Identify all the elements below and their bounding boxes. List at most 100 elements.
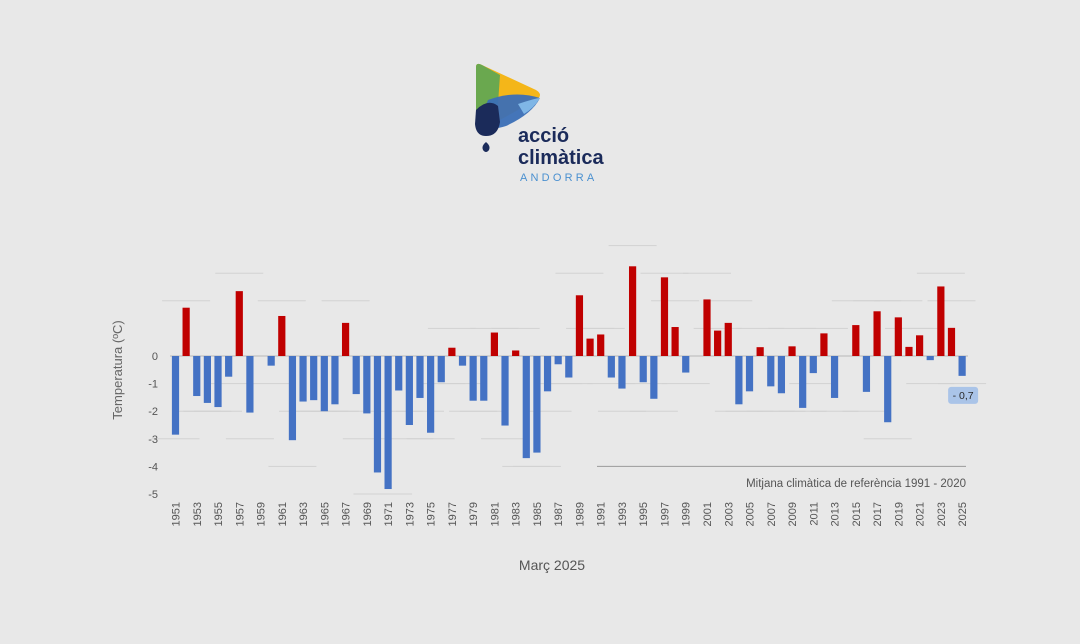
bar-1958 xyxy=(246,356,254,413)
bar-1987 xyxy=(554,356,562,365)
bar-2012 xyxy=(820,333,828,356)
bar-2017 xyxy=(873,311,881,356)
bar-1951 xyxy=(171,356,180,435)
bar-1953 xyxy=(193,356,201,397)
bar-1966 xyxy=(331,356,339,405)
y-tick-label: -5 xyxy=(148,489,158,501)
bar-1998 xyxy=(671,327,679,356)
x-tick-label: 1967 xyxy=(341,502,353,526)
x-tick-label: 1995 xyxy=(638,502,650,526)
x-tick-label: 2021 xyxy=(915,502,927,526)
bar-1971 xyxy=(384,356,392,490)
bar-1991 xyxy=(597,334,605,356)
x-tick-label: 2025 xyxy=(957,502,969,526)
bar-1976 xyxy=(437,356,445,383)
y-axis-title: Temperatura (ºC) xyxy=(110,320,125,419)
x-tick-label: 1997 xyxy=(659,502,671,526)
x-tick-label: 2009 xyxy=(787,502,799,526)
bar-2004 xyxy=(735,356,743,405)
x-tick-label: 1979 xyxy=(468,502,480,526)
logo-mark xyxy=(475,63,540,152)
bar-1981 xyxy=(490,332,498,356)
x-tick-label: 2001 xyxy=(702,502,714,526)
x-tick-label: 2007 xyxy=(766,502,778,526)
x-tick-label: 2015 xyxy=(851,502,863,526)
bar-1960 xyxy=(267,356,275,366)
reference-label: Mitjana climàtica de referència 1991 - 2… xyxy=(746,478,966,490)
bar-1964 xyxy=(310,356,318,401)
bar-1955 xyxy=(214,356,222,408)
bar-1994 xyxy=(628,266,637,356)
logo-word-climatica: climàtica xyxy=(518,147,604,169)
bar-1968 xyxy=(352,356,360,395)
highlight-callout: - 0,7 xyxy=(948,386,979,404)
bar-1980 xyxy=(480,356,488,401)
bar-1975 xyxy=(427,356,435,433)
bar-1957 xyxy=(235,291,243,356)
bar-1978 xyxy=(458,356,467,366)
bar-2005 xyxy=(745,356,754,392)
highlight-value-label: - 0,7 xyxy=(953,390,974,402)
bar-1952 xyxy=(182,307,190,356)
bar-1983 xyxy=(512,350,520,356)
bar-1965 xyxy=(320,356,328,412)
bar-1982 xyxy=(501,356,509,426)
x-tick-label: 1953 xyxy=(192,502,204,526)
bar-1979 xyxy=(469,356,477,401)
bar-2021 xyxy=(916,335,924,356)
x-tick-label: 1963 xyxy=(298,502,310,526)
x-tick-label: 1991 xyxy=(596,502,608,526)
bar-2013 xyxy=(830,356,839,398)
x-tick-label: 1985 xyxy=(532,502,544,526)
x-tick-label: 1987 xyxy=(553,502,565,526)
bar-1992 xyxy=(607,356,615,378)
bar-2018 xyxy=(884,356,892,423)
x-tick-label: 1975 xyxy=(426,502,438,526)
bar-2022 xyxy=(926,356,934,361)
bar-2007 xyxy=(767,356,775,387)
bar-1956 xyxy=(225,356,233,377)
bar-1989 xyxy=(575,295,584,356)
bar-2015 xyxy=(852,325,860,356)
bar-1995 xyxy=(639,356,647,383)
bar-2023 xyxy=(937,286,945,356)
gridlines xyxy=(151,245,987,495)
x-tick-label: 2005 xyxy=(745,502,757,526)
bar-2011 xyxy=(809,356,817,374)
x-tick-label: 1965 xyxy=(319,502,331,526)
bar-1993 xyxy=(618,356,626,389)
bar-2008 xyxy=(777,356,786,394)
x-tick-label: 1959 xyxy=(256,502,268,526)
x-axis-ticks: 1951 1953 1955 1957 1959 1961 1963 1965 1967 1969… xyxy=(171,502,970,526)
bar-1969 xyxy=(363,356,371,414)
y-tick-label: -2 xyxy=(148,406,158,418)
bar-1954 xyxy=(203,356,211,403)
chart-subtitle: Març 2025 xyxy=(519,557,585,573)
x-tick-label: 2011 xyxy=(808,502,820,526)
x-tick-label: 2017 xyxy=(872,502,884,526)
x-tick-label: 1957 xyxy=(234,502,246,526)
logo-word-accio: acció xyxy=(518,125,569,147)
highlight-callout-bg xyxy=(948,386,979,404)
x-tick-label: 1961 xyxy=(277,502,289,526)
bar-1972 xyxy=(395,356,403,391)
x-tick-label: 1969 xyxy=(362,502,374,526)
y-tick-label: 0 xyxy=(152,351,158,363)
bar-1990 xyxy=(586,338,594,356)
y-tick-label: -3 xyxy=(148,434,158,446)
bar-2002 xyxy=(714,330,722,356)
bar-1961 xyxy=(278,315,286,356)
x-tick-label: 1955 xyxy=(213,502,225,526)
bar-2019 xyxy=(894,317,902,356)
x-tick-label: 2023 xyxy=(936,502,948,526)
bars xyxy=(171,266,966,490)
y-tick-label: -1 xyxy=(148,379,158,391)
x-tick-label: 1971 xyxy=(383,502,395,526)
bar-2006 xyxy=(756,347,764,356)
x-tick-label: 1993 xyxy=(617,502,629,526)
bar-1996 xyxy=(650,356,658,399)
bar-2009 xyxy=(788,346,796,356)
x-tick-label: 1981 xyxy=(489,502,501,526)
y-tick-label: -4 xyxy=(148,461,158,473)
bar-1986 xyxy=(543,356,552,392)
